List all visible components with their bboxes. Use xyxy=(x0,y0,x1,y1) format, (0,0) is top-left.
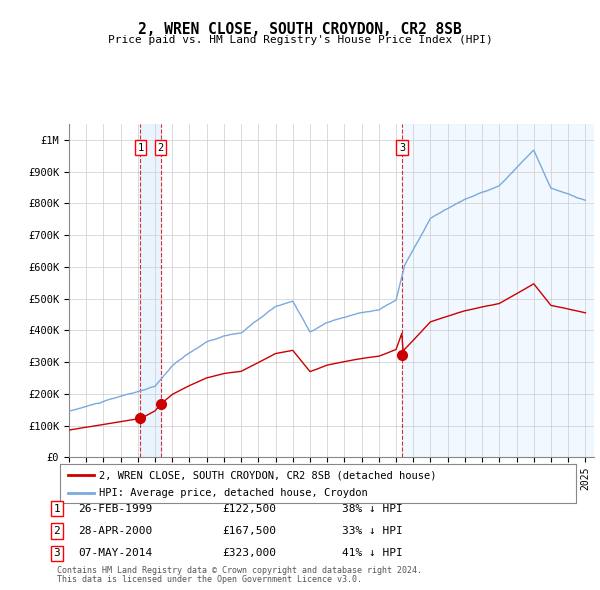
Text: 3: 3 xyxy=(53,549,61,558)
Text: This data is licensed under the Open Government Licence v3.0.: This data is licensed under the Open Gov… xyxy=(57,575,362,584)
Text: 2: 2 xyxy=(53,526,61,536)
Bar xyxy=(140,124,161,457)
Text: 28-APR-2000: 28-APR-2000 xyxy=(78,526,152,536)
Text: 2, WREN CLOSE, SOUTH CROYDON, CR2 8SB: 2, WREN CLOSE, SOUTH CROYDON, CR2 8SB xyxy=(138,22,462,37)
Text: 1: 1 xyxy=(137,143,143,153)
Text: 3: 3 xyxy=(399,143,405,153)
Text: 41% ↓ HPI: 41% ↓ HPI xyxy=(342,549,403,558)
Text: £122,500: £122,500 xyxy=(222,504,276,513)
Text: £323,000: £323,000 xyxy=(222,549,276,558)
Text: 2: 2 xyxy=(157,143,164,153)
Text: 38% ↓ HPI: 38% ↓ HPI xyxy=(342,504,403,513)
Text: Price paid vs. HM Land Registry's House Price Index (HPI): Price paid vs. HM Land Registry's House … xyxy=(107,35,493,45)
Text: HPI: Average price, detached house, Croydon: HPI: Average price, detached house, Croy… xyxy=(98,488,367,498)
Text: 07-MAY-2014: 07-MAY-2014 xyxy=(78,549,152,558)
Text: £167,500: £167,500 xyxy=(222,526,276,536)
Bar xyxy=(402,124,594,457)
Text: 2, WREN CLOSE, SOUTH CROYDON, CR2 8SB (detached house): 2, WREN CLOSE, SOUTH CROYDON, CR2 8SB (d… xyxy=(98,470,436,480)
Text: 26-FEB-1999: 26-FEB-1999 xyxy=(78,504,152,513)
Text: 1: 1 xyxy=(53,504,61,513)
Text: Contains HM Land Registry data © Crown copyright and database right 2024.: Contains HM Land Registry data © Crown c… xyxy=(57,566,422,575)
Text: 33% ↓ HPI: 33% ↓ HPI xyxy=(342,526,403,536)
